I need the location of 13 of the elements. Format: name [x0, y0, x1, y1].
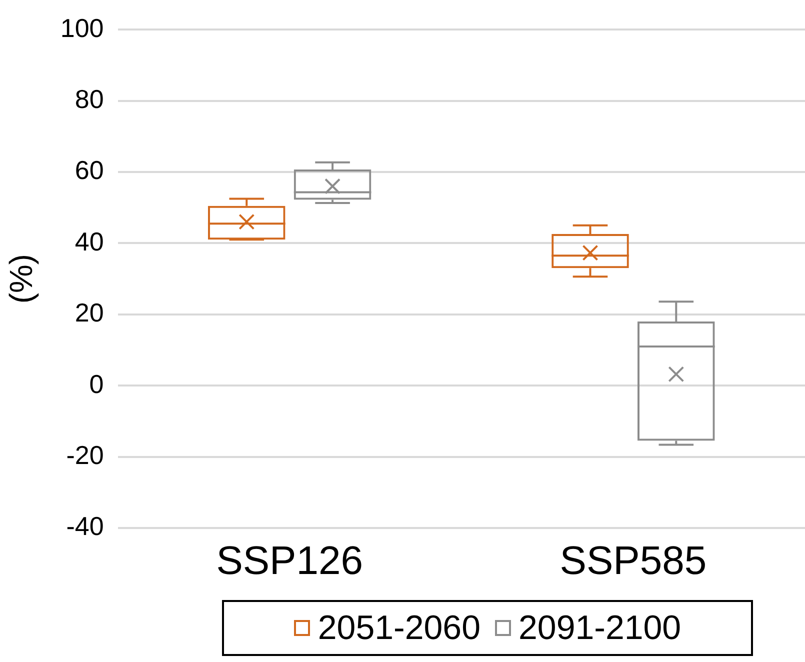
y-tick-label: 40 [74, 226, 104, 256]
y-tick-label: -40 [66, 511, 104, 542]
x-tick-label: SSP126 [216, 539, 363, 584]
y-tick-label: 20 [74, 298, 104, 328]
y-tick-label: 60 [74, 155, 104, 186]
y-axis-title: (%) [3, 254, 40, 304]
legend-label: 2091-2100 [518, 608, 682, 648]
legend-label: 2051-2060 [318, 608, 480, 648]
y-tick-label: 80 [74, 84, 104, 114]
y-tick-label: 100 [60, 12, 104, 43]
x-tick-label: SSP585 [560, 539, 707, 584]
y-tick-label: 0 [89, 368, 104, 399]
y-tick-label: -20 [66, 440, 104, 470]
